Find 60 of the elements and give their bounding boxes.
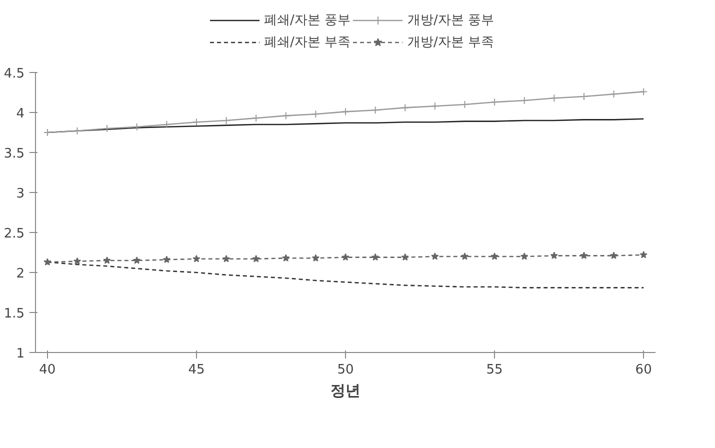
- point: [342, 108, 350, 116]
- point: [282, 254, 290, 262]
- y-tick-label: 1: [16, 346, 25, 362]
- point: [550, 94, 558, 102]
- point: [192, 254, 200, 262]
- point: [520, 252, 528, 260]
- y-tick-label: 2.5: [4, 226, 25, 242]
- y-tick-label: 4: [16, 106, 25, 122]
- point: [282, 112, 290, 120]
- legend-label: 개방/자본 풍부: [408, 12, 494, 29]
- point: [640, 250, 648, 258]
- point: [162, 120, 171, 128]
- point: [103, 256, 111, 264]
- point: [371, 253, 380, 261]
- point: [580, 92, 588, 100]
- point: [132, 122, 141, 131]
- legend-label: 개방/자본 부족: [408, 34, 494, 51]
- point: [44, 258, 52, 266]
- y-tick-label: 2: [16, 266, 25, 282]
- point: [610, 252, 618, 260]
- point: [460, 100, 469, 108]
- legend-label: 폐쇄/자본 부족: [264, 34, 350, 51]
- point: [312, 110, 320, 118]
- point: [73, 257, 82, 265]
- point: [431, 252, 439, 260]
- point: [162, 256, 170, 264]
- point: [43, 128, 52, 136]
- point: [580, 252, 588, 260]
- legend-label: 폐쇄/자본 풍부: [264, 12, 350, 29]
- point: [312, 254, 320, 262]
- point: [640, 88, 648, 96]
- point: [252, 114, 260, 122]
- point: [401, 104, 410, 112]
- y-tick-label: 3.5: [4, 146, 25, 162]
- point: [192, 118, 200, 126]
- x-tick-label: 50: [337, 362, 354, 378]
- x-tick-label: 45: [188, 362, 205, 378]
- point: [103, 124, 112, 132]
- point: [610, 90, 618, 98]
- y-tick-label: 4.5: [4, 66, 25, 82]
- point: [371, 106, 380, 114]
- x-tick-label: 55: [486, 362, 503, 378]
- y-tick-label: 1.5: [4, 306, 25, 322]
- x-tick-label: 40: [39, 362, 56, 378]
- point: [490, 252, 498, 260]
- point: [430, 102, 439, 110]
- point: [252, 254, 260, 262]
- point: [133, 256, 141, 264]
- point: [342, 253, 350, 261]
- y-tick-label: 3: [16, 186, 25, 202]
- point: [550, 252, 558, 260]
- point: [222, 116, 230, 124]
- point: [520, 96, 528, 104]
- point: [73, 126, 82, 135]
- x-axis-title: 정년: [330, 382, 360, 400]
- point: [222, 254, 230, 262]
- x-tick-label: 60: [635, 362, 652, 378]
- point: [401, 253, 409, 261]
- point: [490, 98, 499, 106]
- point: [460, 252, 469, 260]
